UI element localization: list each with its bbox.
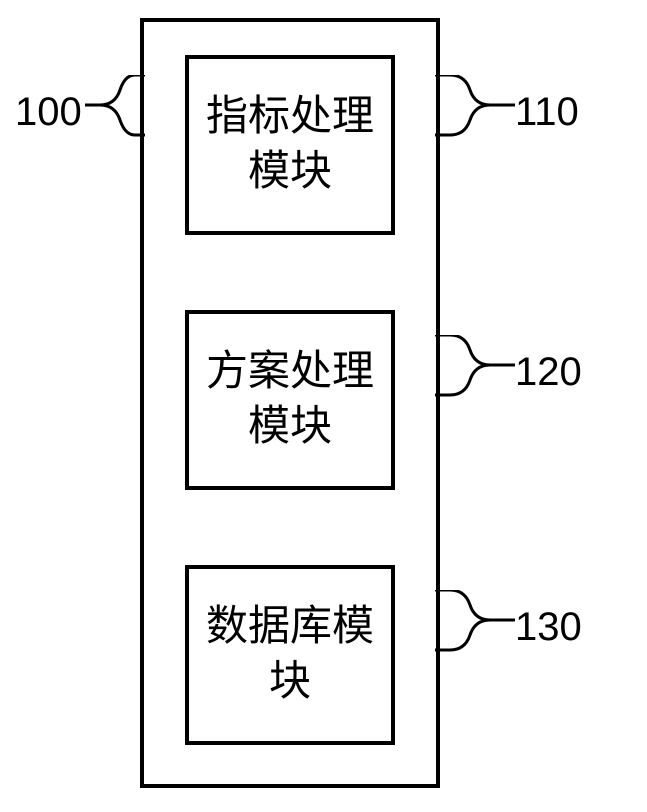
module-text-line1: 数据库模 bbox=[206, 600, 374, 655]
label-110: 110 bbox=[515, 90, 579, 135]
label-120: 120 bbox=[515, 350, 582, 395]
callout-bracket-120 bbox=[435, 335, 515, 400]
callout-bracket-130 bbox=[435, 590, 515, 655]
module-text-line1: 指标处理 bbox=[206, 90, 374, 145]
module-box-120: 方案处理 模块 bbox=[185, 310, 395, 490]
module-box-130: 数据库模 块 bbox=[185, 565, 395, 745]
callout-bracket-110 bbox=[435, 75, 515, 140]
module-text-line2: 模块 bbox=[248, 400, 332, 455]
module-text-line2: 模块 bbox=[248, 145, 332, 200]
module-text-line1: 方案处理 bbox=[206, 345, 374, 400]
module-text-line2: 块 bbox=[269, 655, 311, 710]
module-box-110: 指标处理 模块 bbox=[185, 55, 395, 235]
callout-bracket-left bbox=[85, 75, 145, 140]
label-130: 130 bbox=[515, 605, 582, 650]
label-100: 100 bbox=[15, 90, 82, 135]
